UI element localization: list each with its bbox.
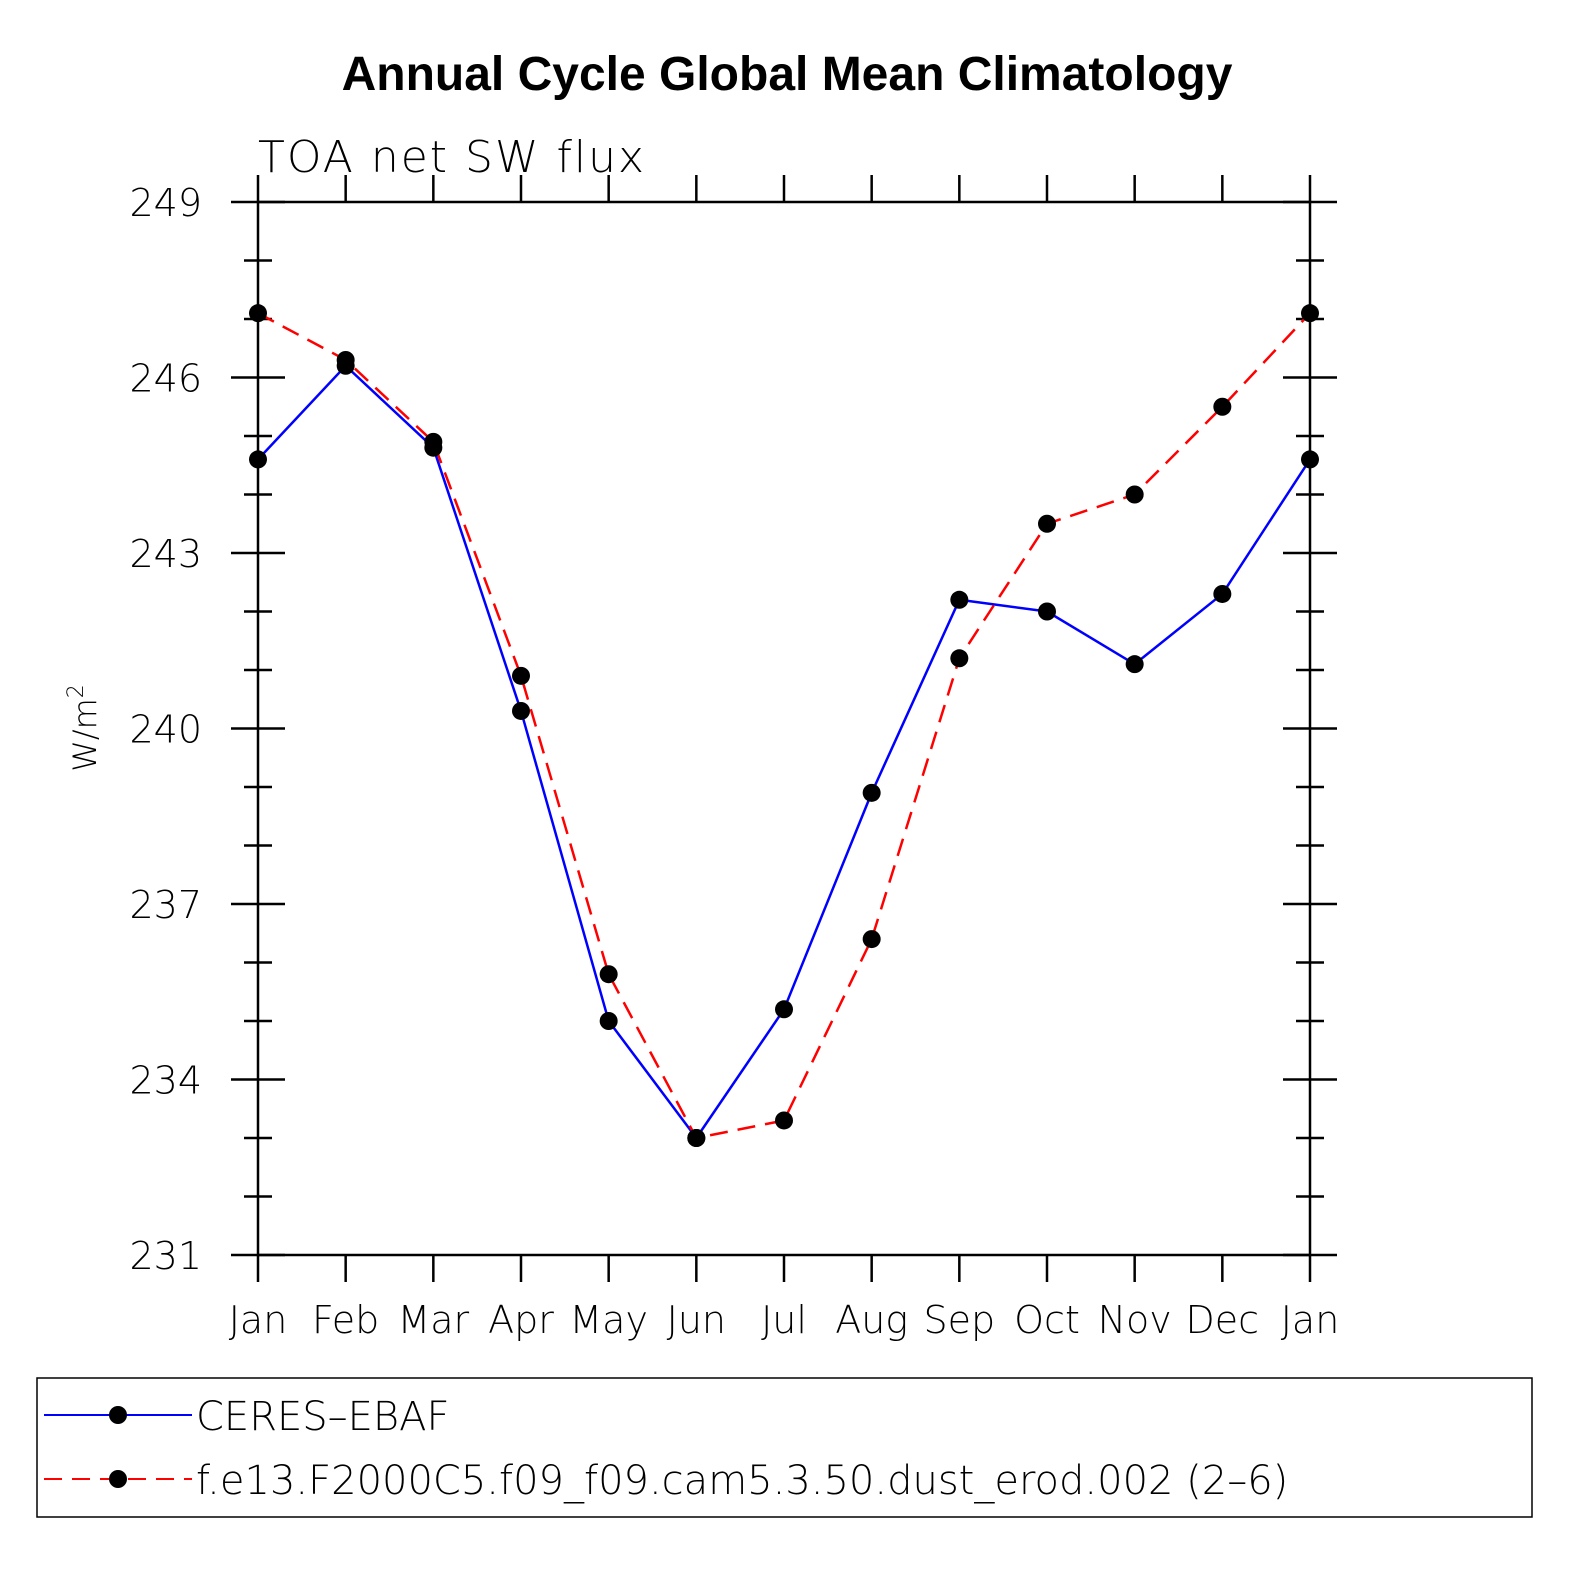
y-axis-label-exponent: 2	[64, 684, 89, 698]
series-1-point	[1301, 304, 1319, 323]
x-tick-label: Dec	[1186, 1298, 1260, 1342]
y-tick-label: 249	[129, 181, 202, 225]
axes: Jan Feb Mar Apr May Jun Jul Aug Sep Oct Nov Dec Jan 2…	[129, 175, 1339, 1342]
chart-title: Annual Cycle Global Mean Climatology	[342, 48, 1233, 101]
y-tick-label: 246	[129, 357, 202, 401]
x-tick-label: Feb	[312, 1298, 379, 1342]
series-1-point	[1213, 397, 1232, 416]
legend: CERES–EBAF f.e13.F2000C5.f09_f09.cam5.3.…	[36, 1377, 1533, 1518]
chart-subtitle: TOA net SW flux	[258, 132, 646, 183]
series-1-point	[775, 1111, 793, 1130]
x-tick-label: Jun	[667, 1298, 726, 1342]
legend-marker-ceres	[109, 1406, 127, 1424]
series-0-point	[512, 701, 530, 720]
legend-box	[36, 1377, 1533, 1518]
y-tick-label: 234	[129, 1059, 202, 1103]
series-0-point	[1213, 584, 1232, 603]
series-0-point	[950, 590, 969, 609]
x-tick-label: Sep	[924, 1298, 996, 1342]
series-1-point	[336, 350, 355, 369]
series-0-point	[1038, 602, 1056, 621]
series-0-point	[599, 1012, 618, 1030]
series-0-point	[1301, 450, 1319, 469]
series-1-point	[862, 930, 881, 949]
x-tick-label: May	[569, 1298, 648, 1342]
x-tick-label: Mar	[397, 1298, 469, 1342]
series-1-point	[950, 649, 969, 668]
y-axis-label-unit: W/m	[66, 698, 104, 772]
series-1-point	[424, 432, 443, 451]
series-1-point	[687, 1129, 706, 1147]
series-1-point	[512, 666, 530, 685]
x-tick-label: Jul	[761, 1298, 807, 1342]
series-1-point	[249, 304, 267, 323]
series-0-point	[249, 450, 267, 469]
series-1-point	[1038, 514, 1056, 533]
y-tick-label: 243	[129, 532, 202, 576]
legend-label-model: f.e13.F2000C5.f09_f09.cam5.3.50.dust_ero…	[196, 1458, 1288, 1504]
x-tick-label: Jan	[1281, 1298, 1340, 1342]
x-tick-label: Oct	[1014, 1298, 1080, 1342]
series-line-0	[257, 364, 1312, 1140]
series-1-point	[599, 965, 618, 984]
y-tick-label: 237	[129, 883, 202, 927]
series-markers	[249, 304, 1319, 1147]
x-tick-label: Nov	[1098, 1298, 1172, 1342]
series-0-point	[1125, 655, 1144, 674]
x-tick-label: Aug	[835, 1298, 908, 1342]
y-tick-label: 240	[129, 708, 202, 752]
x-tick-label: Jan	[229, 1298, 288, 1342]
plot-frame	[256, 200, 1312, 1257]
series-0-point	[775, 1000, 793, 1019]
series-0-point	[862, 783, 881, 802]
series-1-point	[1125, 485, 1144, 504]
y-tick-label: 231	[129, 1234, 202, 1278]
legend-marker-model	[109, 1470, 127, 1488]
x-tick-label: Apr	[488, 1298, 554, 1342]
legend-label-ceres: CERES–EBAF	[196, 1394, 450, 1440]
y-axis-label: W/m2	[64, 684, 104, 772]
